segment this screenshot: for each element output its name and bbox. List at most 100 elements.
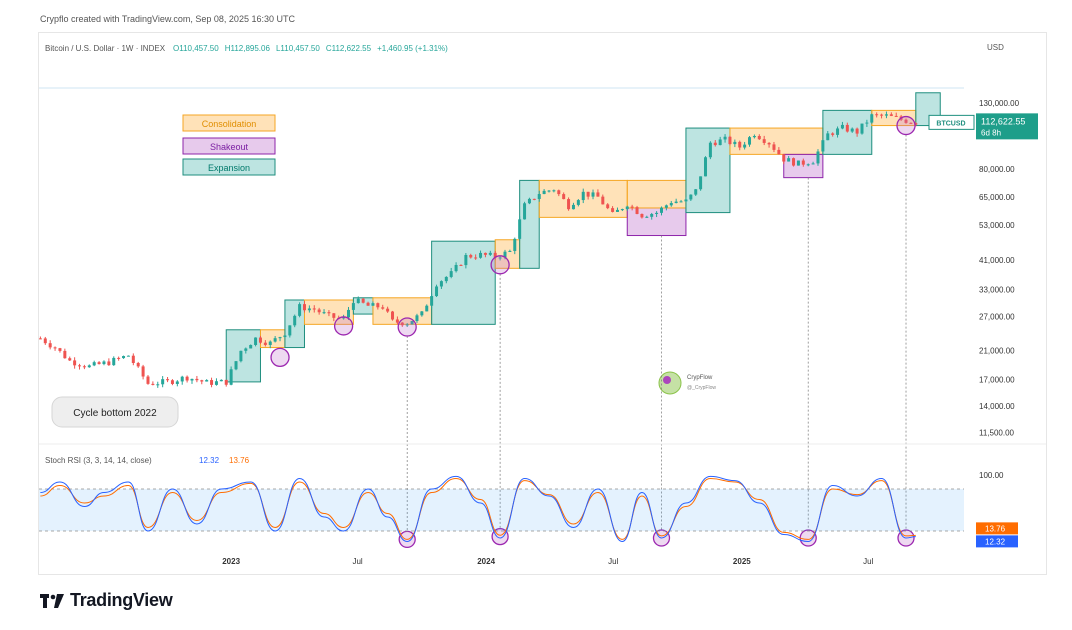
candle-body (699, 176, 703, 190)
candle-body (219, 379, 223, 382)
price-layer (39, 111, 918, 388)
tradingview-wordmark: TradingView (70, 590, 173, 610)
candle-body (185, 376, 189, 381)
candle-body (263, 342, 267, 345)
candle-body (664, 205, 668, 208)
candle-body (547, 190, 551, 192)
candle-body (415, 315, 419, 322)
candle-body (635, 207, 639, 214)
cycle-bottom-callout[interactable] (51, 396, 179, 428)
candle-body (386, 308, 390, 312)
chart-caption: Crypflo created with TradingView.com, Se… (40, 14, 295, 24)
candle-body (909, 122, 913, 124)
candle-body (811, 163, 815, 165)
header-close: C112,622.55 (326, 44, 372, 53)
candle-body (748, 137, 752, 145)
candle-body (880, 114, 884, 116)
legend-expansion-box (182, 158, 276, 176)
candle-body (102, 361, 106, 365)
candle-body (469, 254, 473, 258)
candle-body (283, 335, 287, 338)
candle-body (205, 380, 209, 382)
watermark-name: CrypFlow (687, 375, 713, 381)
y-tick-label: 33,000.00 (979, 285, 1015, 294)
candle-body (498, 257, 502, 259)
candle-body (78, 365, 82, 367)
candle-body (787, 158, 791, 162)
currency-label: USD (987, 43, 1004, 52)
y-tick-label: 53,000.00 (979, 221, 1015, 230)
tradingview-logo[interactable]: TradingView (40, 590, 173, 611)
header-open: O110,457.50 (173, 44, 219, 53)
candle-body (620, 209, 624, 211)
candle-body (625, 206, 629, 210)
candle-body (752, 135, 756, 138)
ticker-tag-label: BTCUSD (936, 120, 965, 127)
cycle-bottom-label: Cycle bottom 2022 (73, 408, 157, 419)
candle-body (571, 204, 575, 210)
candle-body (655, 212, 659, 214)
shakeout-circle-price-2 (397, 317, 417, 337)
candle-body (58, 348, 62, 351)
x-tick-label: 2024 (477, 557, 495, 566)
candle-body (704, 157, 708, 177)
candle-body (552, 190, 556, 192)
candle-body (464, 254, 468, 266)
candle-body (82, 366, 86, 368)
ticker-tag[interactable] (928, 114, 975, 130)
rsi-k-tag-label: 12.32 (985, 537, 1006, 546)
rsi-band (39, 489, 964, 531)
candle-body (826, 133, 830, 141)
candle-body (122, 356, 126, 359)
legend-expansion-label: Expansion (208, 163, 250, 173)
y-tick-label: 11,500.00 (979, 429, 1015, 438)
shakeout-circle-price-6 (896, 115, 916, 136)
candle-body (488, 252, 492, 255)
candle-body (767, 142, 771, 145)
crypflow-avatar (658, 371, 682, 395)
candle-body (865, 122, 869, 124)
legend-shakeout-label: Shakeout (210, 142, 249, 152)
candle-body (48, 343, 52, 348)
candle-body (870, 114, 874, 123)
candle-body (738, 141, 742, 148)
candle-body (258, 337, 262, 343)
candle-body (743, 144, 747, 148)
candle-body (669, 203, 673, 206)
legend-consolidation-box (182, 114, 276, 132)
candle-body (757, 135, 761, 140)
chart-svg[interactable]: Consolidation Shakeout Expansion Cycle bott… (39, 33, 1046, 574)
rsi-level-100: 100.00 (979, 471, 1004, 480)
candle-body (855, 128, 859, 134)
candle-body (503, 251, 507, 258)
chart-frame[interactable]: Consolidation Shakeout Expansion Cycle bott… (38, 32, 1047, 575)
price-tag[interactable] (976, 113, 1038, 140)
candle-body (532, 198, 536, 200)
candle-body (107, 361, 111, 366)
candle-body (420, 311, 424, 316)
candle-body (875, 114, 879, 116)
candle-body (298, 304, 302, 316)
y-tick-label: 80,000.00 (979, 165, 1015, 174)
candle-body (97, 362, 101, 365)
zone-consolidation-11 (626, 179, 687, 209)
candle-body (405, 324, 409, 326)
x-tick-label: Jul (352, 557, 362, 566)
watermark-handle: @_CrypFlow (687, 385, 716, 391)
candle-body (615, 209, 619, 212)
candle-body (43, 338, 47, 344)
candle-body (346, 309, 350, 318)
y-tick-label: 130,000.00 (979, 99, 1020, 108)
candle-body (131, 355, 135, 363)
candle-body (268, 341, 272, 345)
candle-body (68, 358, 72, 361)
candle-body (860, 123, 864, 134)
candle-body (170, 380, 174, 384)
candle-body (234, 361, 238, 370)
rsi-k-value: 12.32 (199, 456, 220, 465)
candle-body (708, 142, 712, 158)
candle-body (361, 298, 365, 303)
zone-expansion-8 (519, 179, 540, 269)
tradingview-mark-icon (40, 593, 64, 608)
candle-body (640, 213, 644, 218)
